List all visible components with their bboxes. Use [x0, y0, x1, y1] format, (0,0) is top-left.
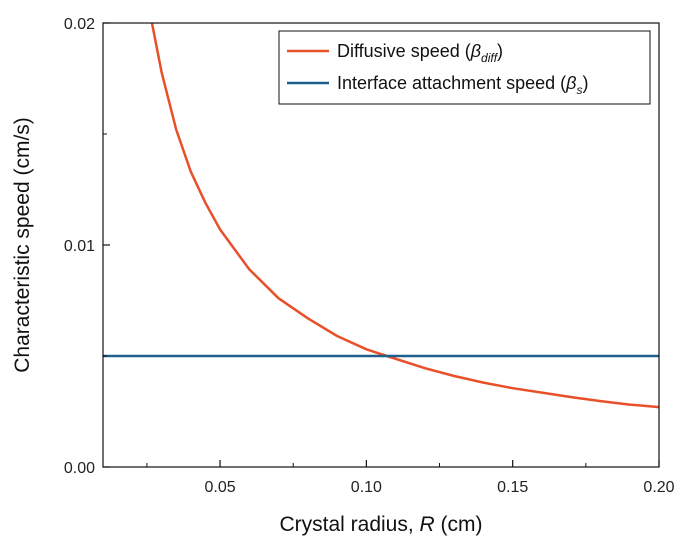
legend-box	[278, 30, 651, 105]
legend-label-diffusive-sub: diff	[481, 51, 499, 65]
legend-label-diffusive-main: Diffusive speed (	[337, 41, 471, 61]
x-axis-label-prefix: Crystal radius,	[279, 513, 419, 536]
x-tick-label: 0.15	[497, 479, 528, 496]
legend-label-interface-close: )	[582, 73, 588, 93]
x-tick-label: 0.05	[204, 479, 235, 496]
y-tick-label: 0.00	[64, 460, 95, 477]
legend-label-interface-symbol: β	[565, 73, 576, 93]
legend: Diffusive speed (βdiff) Interface attach…	[278, 30, 651, 105]
legend-label-interface-sub: s	[576, 83, 582, 97]
x-axis-label-variable: R	[420, 513, 435, 536]
legend-label-interface: Interface attachment speed (βs)	[337, 73, 588, 97]
y-tick-label: 0.02	[64, 16, 95, 33]
x-tick-label: 0.10	[351, 479, 382, 496]
x-tick-label: 0.20	[643, 479, 674, 496]
series-line-0	[150, 23, 659, 409]
x-axis-label-suffix: (cm)	[435, 513, 483, 536]
plot-area	[103, 23, 659, 409]
x-axis: 0.05 0.10 0.15 0.20	[146, 460, 675, 496]
y-tick-label: 0.01	[64, 238, 95, 255]
legend-label-interface-main: Interface attachment speed (	[337, 73, 566, 93]
y-axis-label: Characteristic speed (cm/s)	[11, 117, 34, 373]
legend-label-diffusive-close: )	[497, 41, 503, 61]
y-axis: 0.00 0.01 0.02	[64, 16, 110, 477]
x-axis-label: Crystal radius, R (cm)	[279, 513, 482, 536]
legend-label-diffusive-symbol: β	[470, 41, 481, 61]
legend-label-diffusive: Diffusive speed (βdiff)	[337, 41, 503, 65]
